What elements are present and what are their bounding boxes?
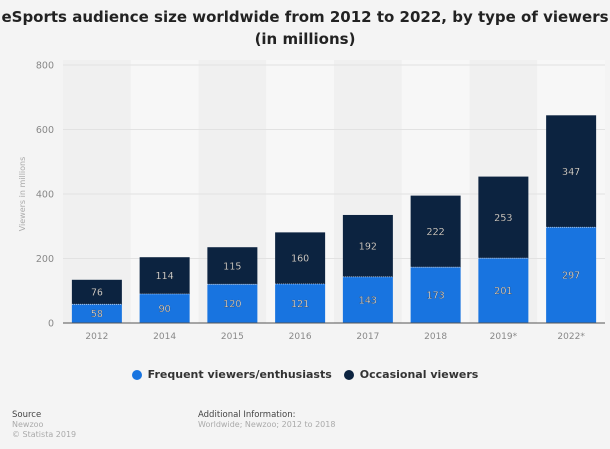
additional-info-label: Additional Information:: [198, 410, 296, 420]
bar-segment[interactable]: [139, 293, 190, 323]
y-tick-label: 200: [36, 254, 54, 265]
bar-segment[interactable]: [342, 214, 393, 277]
data-label: 160: [291, 254, 309, 265]
bar-segment[interactable]: [478, 258, 529, 323]
data-label: 58: [91, 309, 103, 320]
y-axis-label: Viewers in millions: [18, 157, 27, 232]
data-label: 253: [494, 213, 512, 224]
y-axis-ticks: 0 200 400 600 800: [36, 61, 54, 330]
chart-plot: 0 200 400 600 800 Viewers in millions 58 76 90…: [18, 60, 605, 342]
bar-segment[interactable]: [275, 283, 326, 323]
x-tick-label: 2022*: [557, 332, 585, 342]
data-label: 90: [159, 304, 171, 315]
bar-segment[interactable]: [546, 115, 597, 228]
background-band: [63, 60, 131, 323]
x-tick-label: 2012: [85, 332, 108, 342]
legend-dot-frequent: [131, 369, 142, 380]
x-axis-ticks: 2012 2014 2015 2016 2017 2018 2019* 2022*: [85, 332, 585, 342]
data-label: 143: [359, 295, 377, 306]
legend-dot-occasional: [343, 369, 354, 380]
bar-segment[interactable]: [342, 276, 393, 323]
x-tick-label: 2015: [221, 332, 244, 342]
bar-segment[interactable]: [71, 304, 122, 323]
legend-item-frequent[interactable]: Frequent viewers/enthusiasts: [131, 368, 332, 381]
legend: Frequent viewers/enthusiasts Occasional …: [0, 368, 610, 381]
additional-info-block: Additional Information: Worldwide; Newzo…: [198, 410, 335, 430]
data-label: 114: [156, 271, 174, 282]
copyright: © Statista 2019: [12, 430, 77, 439]
y-tick-label: 400: [36, 190, 54, 201]
x-tick-label: 2014: [153, 332, 176, 342]
bar-segment[interactable]: [546, 227, 597, 323]
legend-item-occasional[interactable]: Occasional viewers: [343, 368, 478, 381]
bar-segment[interactable]: [410, 267, 461, 323]
bar-segment[interactable]: [207, 247, 258, 285]
x-tick-label: 2018: [424, 332, 447, 342]
data-label: 201: [494, 286, 512, 297]
data-label: 222: [427, 227, 445, 238]
bar-segment[interactable]: [71, 279, 122, 305]
bars: 58 76 90 114 120 115 121 160 143 192 173 222 201 253 2…: [71, 115, 597, 323]
bar-segment[interactable]: [478, 176, 529, 259]
data-label: 115: [223, 261, 241, 272]
bar-segment[interactable]: [410, 195, 461, 268]
additional-info-text: Worldwide; Newzoo; 2012 to 2018: [198, 420, 336, 429]
x-tick-label: 2017: [356, 332, 379, 342]
data-label: 173: [427, 291, 445, 302]
source-block: Source Newzoo © Statista 2019: [12, 410, 76, 440]
data-label: 192: [359, 241, 377, 252]
x-tick-label: 2019*: [490, 332, 518, 342]
source-link[interactable]: Newzoo: [12, 420, 44, 429]
data-label: 297: [562, 271, 580, 282]
bar-segment[interactable]: [207, 284, 258, 323]
bar-segment[interactable]: [139, 257, 190, 294]
x-tick-label: 2016: [289, 332, 312, 342]
data-label: 121: [291, 299, 309, 310]
chart-title: eSports audience size worldwide from 201…: [1, 8, 609, 48]
bar-segment[interactable]: [275, 232, 326, 284]
y-tick-label: 800: [36, 61, 54, 72]
data-label: 76: [91, 288, 103, 299]
source-label: Source: [12, 410, 42, 420]
data-label: 120: [223, 299, 241, 310]
data-label: 347: [562, 167, 580, 178]
y-tick-label: 600: [36, 125, 54, 136]
y-tick-label: 0: [48, 319, 54, 330]
